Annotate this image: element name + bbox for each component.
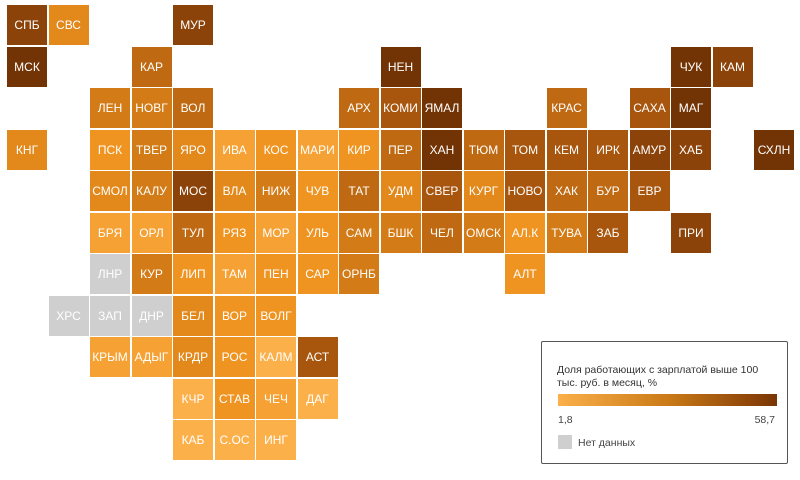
region-tile: КОМИ: [380, 88, 421, 128]
region-tile: ПСК: [90, 129, 130, 170]
region-tile: ВОЛГ: [256, 295, 296, 336]
region-tile: ОРНБ: [339, 254, 379, 294]
region-tile: ХАК: [546, 171, 587, 211]
region-tile: ПЕН: [256, 254, 296, 294]
legend-no-data-swatch: [558, 435, 572, 449]
region-tile: НИЖ: [256, 171, 296, 211]
region-tile: ЯРО: [173, 129, 213, 170]
region-tile: СМОЛ: [90, 171, 130, 211]
region-tile: КАБ: [173, 420, 213, 460]
region-tile: МОС: [173, 171, 213, 211]
region-tile: БШК: [380, 212, 421, 253]
region-tile: СХЛН: [754, 129, 794, 170]
region-tile: АСТ: [297, 337, 338, 377]
region-tile: БРЯ: [90, 212, 130, 253]
region-tile: ХАБ: [671, 129, 711, 170]
region-tile: СВЕР: [422, 171, 462, 211]
region-tile: СПБ: [7, 5, 47, 45]
region-tile: МСК: [7, 46, 47, 87]
legend-title: Доля работающих с зарплатой выше 100 тыс…: [557, 364, 759, 389]
region-tile: ЗАП: [90, 295, 130, 336]
region-tile: КНГ: [7, 129, 47, 170]
region-tile: МАРИ: [297, 129, 338, 170]
region-tile: ПРИ: [671, 212, 711, 253]
region-tile: НОВГ: [131, 88, 172, 128]
region-tile: ЛИП: [173, 254, 213, 294]
region-tile: ОМСК: [463, 212, 504, 253]
region-tile: ВЛА: [214, 171, 255, 211]
region-tile: РЯЗ: [214, 212, 255, 253]
region-tile: САХА: [629, 88, 670, 128]
region-tile: КАМ: [712, 46, 753, 87]
region-tile: МАГ: [671, 88, 711, 128]
region-tile: САР: [297, 254, 338, 294]
region-tile: ХАН: [422, 129, 462, 170]
region-tile: КРАС: [546, 88, 587, 128]
region-tile: КОС: [256, 129, 296, 170]
region-tile: КРДР: [173, 337, 213, 377]
region-tile: ЧУВ: [297, 171, 338, 211]
region-tile: ЗАБ: [588, 212, 628, 253]
region-tile: ЕВР: [629, 171, 670, 211]
region-tile: ТЮМ: [463, 129, 504, 170]
region-tile: КЕМ: [546, 129, 587, 170]
region-tile: ТАТ: [339, 171, 379, 211]
region-tile: ЯМАЛ: [422, 88, 462, 128]
region-tile: НЕН: [380, 46, 421, 87]
region-tile: ХРС: [48, 295, 89, 336]
region-tile: КЧР: [173, 378, 213, 419]
region-tile: МОР: [256, 212, 296, 253]
region-tile: ИРК: [588, 129, 628, 170]
region-tile: ТВЕР: [131, 129, 172, 170]
region-tile: ЛЕН: [90, 88, 130, 128]
region-tile: ЧЕЛ: [422, 212, 462, 253]
region-tile: ДНР: [131, 295, 172, 336]
region-tile: ТОМ: [505, 129, 545, 170]
region-tile: ТАМ: [214, 254, 255, 294]
region-tile: СВС: [48, 5, 89, 45]
region-tile: САМ: [339, 212, 379, 253]
legend: Доля работающих с зарплатой выше 100 тыс…: [541, 341, 788, 464]
region-tile: УДМ: [380, 171, 421, 211]
region-tile: КАР: [131, 46, 172, 87]
region-tile: ВОР: [214, 295, 255, 336]
region-tile: ИНГ: [256, 420, 296, 460]
legend-no-data-label: Нет данных: [578, 437, 636, 449]
region-tile: СТАВ: [214, 378, 255, 419]
region-tile: ЧУК: [671, 46, 711, 87]
region-tile: С.ОС: [214, 420, 255, 460]
region-tile: ТУЛ: [173, 212, 213, 253]
region-tile: МУР: [173, 5, 213, 45]
legend-max-value: 58,7: [754, 414, 775, 426]
region-tile: АМУР: [629, 129, 670, 170]
region-tile: КАЛУ: [131, 171, 172, 211]
region-tile: АЛ.К: [505, 212, 545, 253]
region-tile: ЛНР: [90, 254, 130, 294]
region-tile: НОВО: [505, 171, 545, 211]
region-tile: РОС: [214, 337, 255, 377]
region-tile: КАЛМ: [256, 337, 296, 377]
region-tile: БУР: [588, 171, 628, 211]
region-tile: ИВА: [214, 129, 255, 170]
region-tile: БЕЛ: [173, 295, 213, 336]
region-tile: КУРГ: [463, 171, 504, 211]
region-tile: ОРЛ: [131, 212, 172, 253]
region-tile: ДАГ: [297, 378, 338, 419]
region-tile: ПЕР: [380, 129, 421, 170]
legend-color-scale: [558, 394, 777, 406]
region-tile: ЧЕЧ: [256, 378, 296, 419]
region-tile: КРЫМ: [90, 337, 130, 377]
region-tile: КИР: [339, 129, 379, 170]
region-tile: ТУВА: [546, 212, 587, 253]
region-tile: АЛТ: [505, 254, 545, 294]
region-tile: АДЫГ: [131, 337, 172, 377]
region-tile: КУР: [131, 254, 172, 294]
legend-min-value: 1,8: [558, 414, 573, 426]
region-tile: ВОЛ: [173, 88, 213, 128]
region-tile: УЛЬ: [297, 212, 338, 253]
region-tile: АРХ: [339, 88, 379, 128]
